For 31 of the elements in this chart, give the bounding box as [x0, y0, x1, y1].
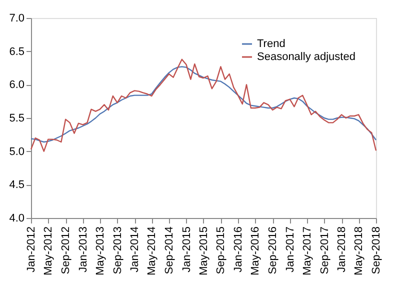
x-tick-label: Jan-2012	[26, 226, 38, 272]
x-tick-label: Sep-2017	[318, 226, 331, 274]
x-tick-label: Jan-2014	[129, 226, 142, 272]
line-series	[30, 66, 377, 143]
x-tick-label: Jan-2015	[180, 226, 193, 272]
x-tick-label: Sep-2012	[60, 226, 72, 274]
legend-label: Seasonally adjusted	[257, 51, 356, 63]
x-tick-label: Jan-2018	[336, 226, 348, 272]
x-tick-label: May-2017	[301, 226, 314, 276]
x-tick-label: May-2018	[353, 226, 366, 276]
x-tick-label: Jan-2016	[232, 226, 244, 272]
y-tick-label: 4.5	[9, 179, 24, 192]
x-tick-label: May-2015	[198, 226, 210, 276]
x-tick-label: Sep-2018	[370, 226, 382, 274]
y-tick-label: 5.0	[9, 146, 24, 158]
y-tick-label: 4.0	[9, 212, 24, 224]
y-tick-label: 6.0	[9, 79, 24, 92]
x-tick-label: Jan-2013	[77, 226, 90, 272]
legend-label: Trend	[257, 38, 286, 50]
y-tick-label: 5.5	[9, 112, 24, 124]
x-tick-label: Jan-2017	[284, 226, 296, 272]
x-tick-label: Sep-2014	[164, 226, 176, 274]
x-tick-label: Sep-2013	[112, 226, 124, 274]
x-tick-label: May-2013	[94, 226, 106, 276]
x-tick-label: May-2014	[146, 226, 158, 276]
x-tick-label: May-2012	[42, 226, 55, 276]
x-tick-label: May-2016	[250, 226, 262, 276]
y-tick-label: 6.5	[9, 46, 24, 58]
y-tick-label: 7.0	[9, 12, 24, 24]
x-tick-label: Sep-2016	[267, 226, 280, 274]
x-tick-label: Sep-2015	[215, 226, 228, 274]
